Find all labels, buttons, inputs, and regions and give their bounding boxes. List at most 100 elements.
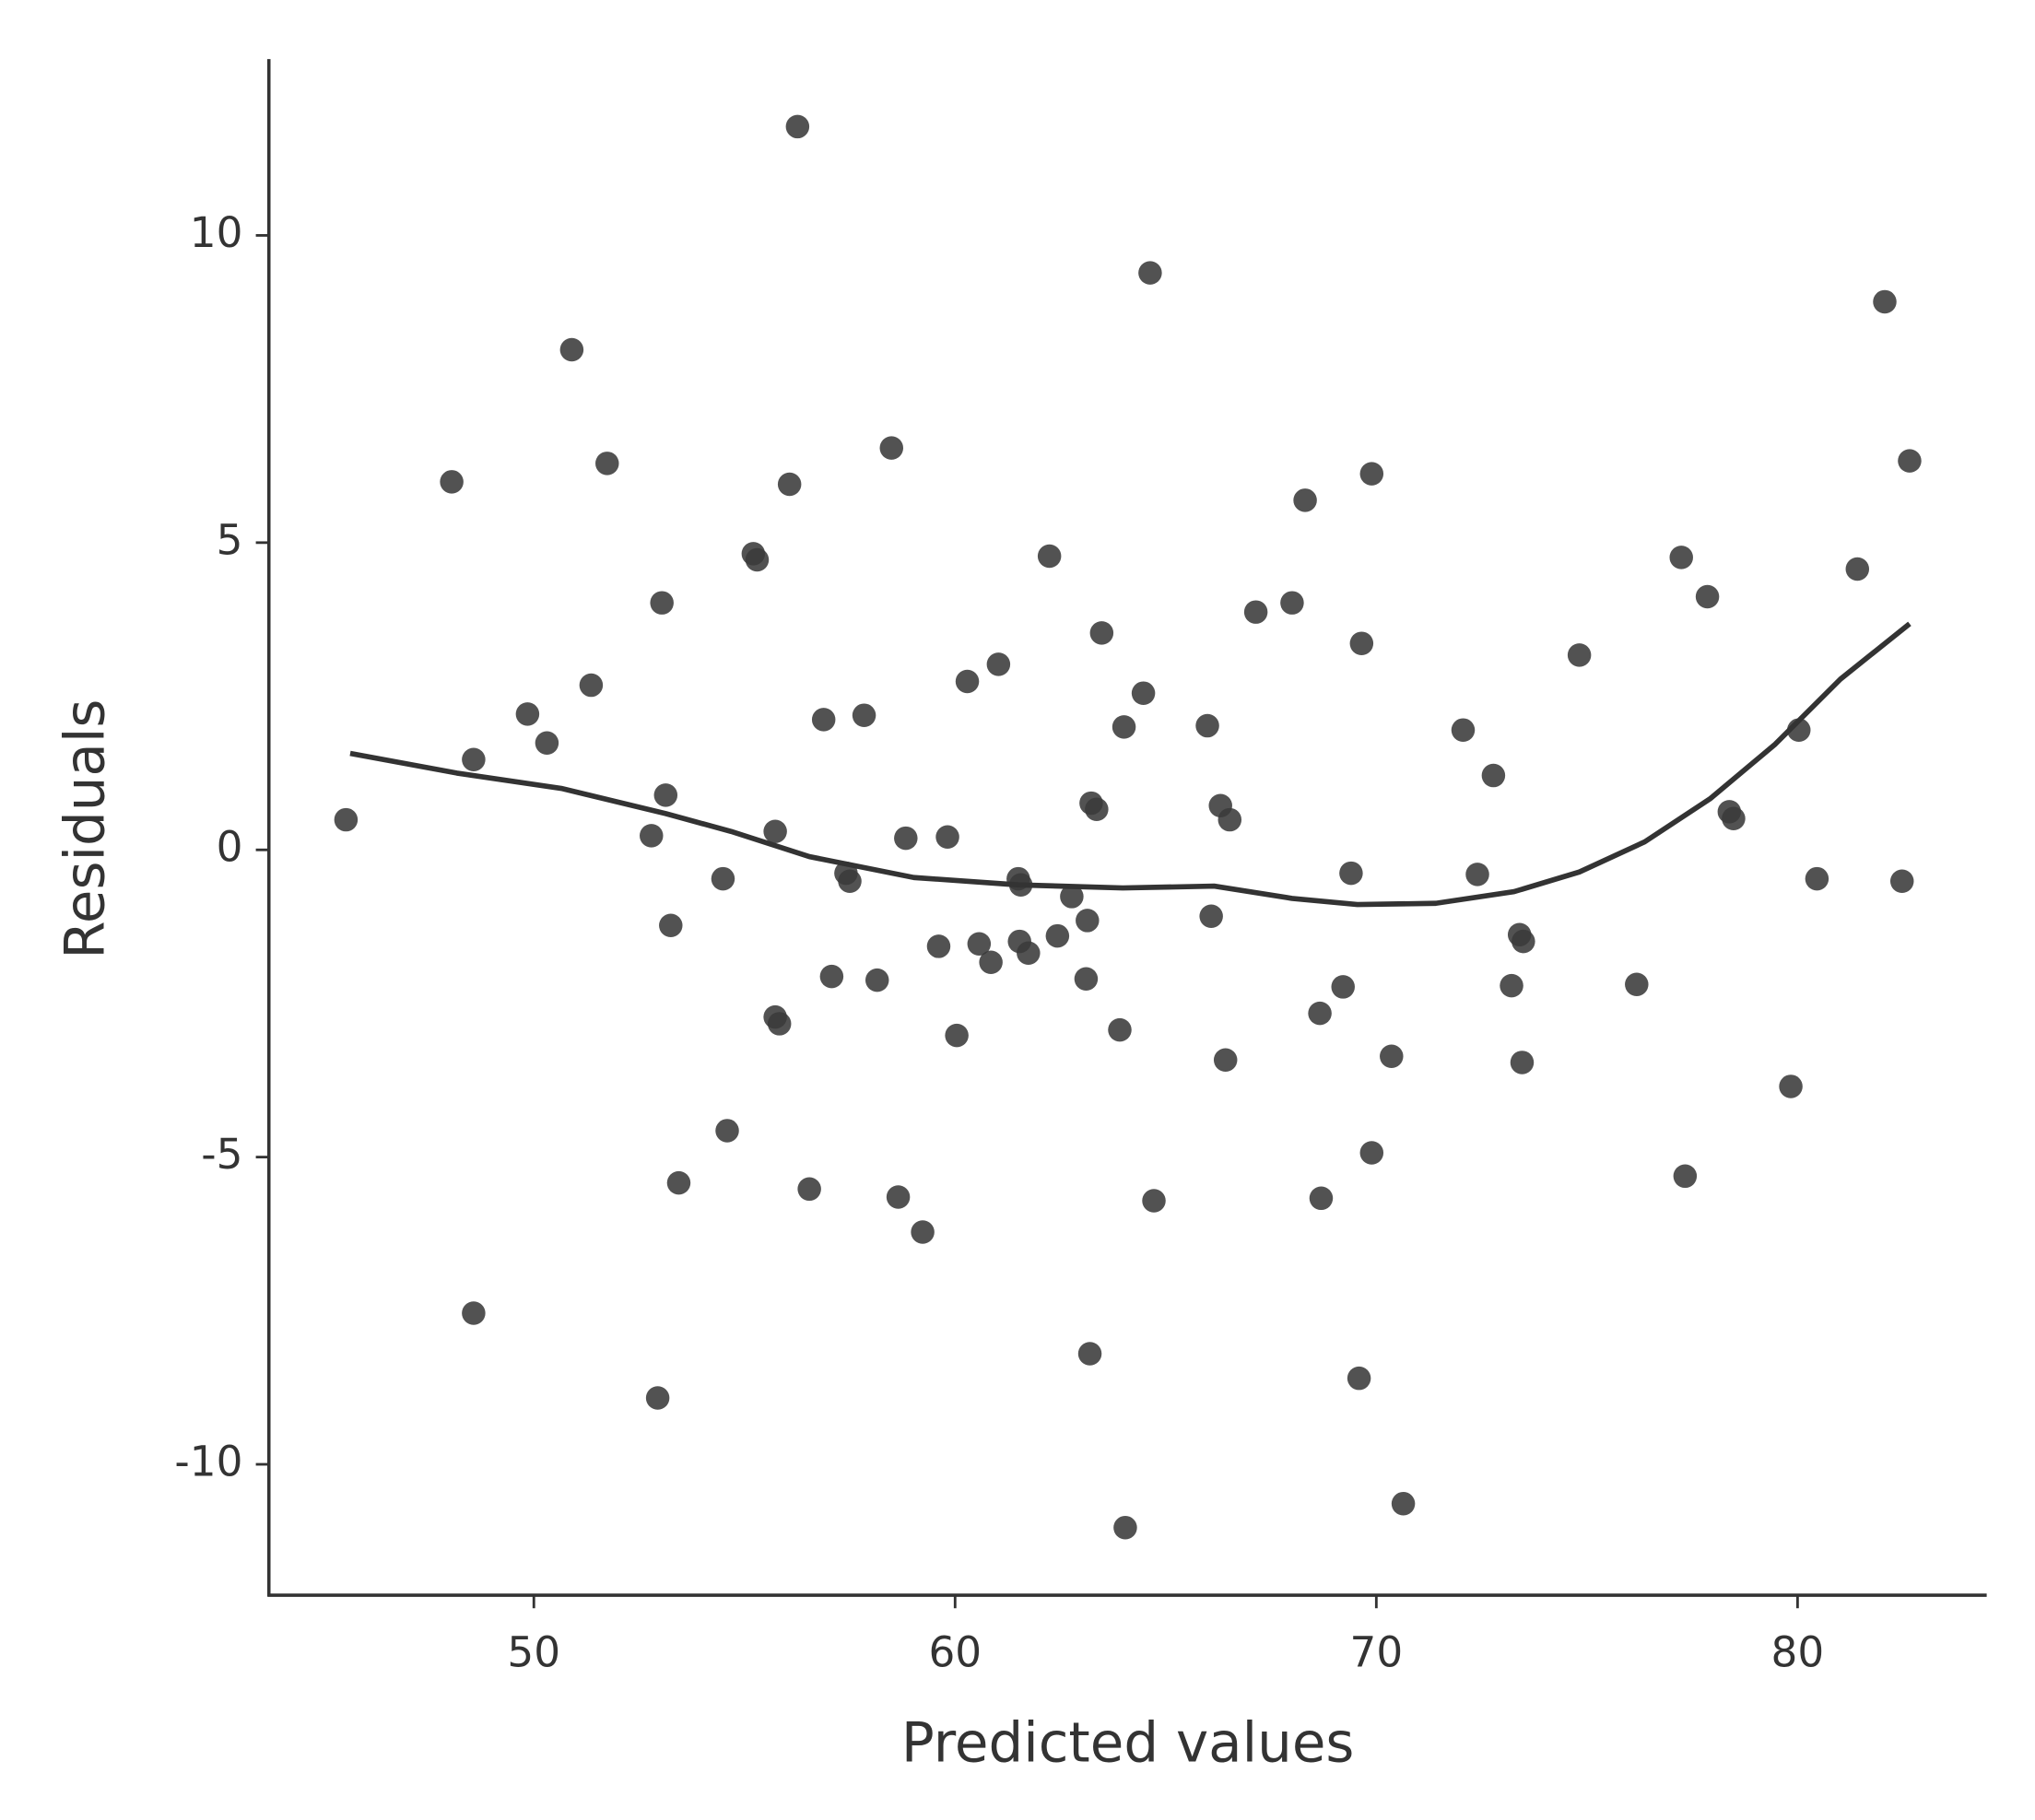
point [711,866,735,891]
point [767,1012,792,1036]
point [640,824,664,848]
point [535,731,559,755]
y-tick-label: -5 [201,1130,242,1179]
point [811,708,836,732]
y-tick-label: -10 [174,1438,242,1486]
point [1243,600,1268,624]
point [911,1220,935,1244]
point [462,1301,486,1325]
point [1142,1189,1166,1213]
point [935,825,959,849]
point [645,1386,670,1410]
point [797,1177,821,1202]
point [955,669,980,694]
point [1512,929,1535,954]
point [1510,1051,1535,1074]
point [579,673,604,698]
point [1076,909,1100,933]
point [1089,621,1114,645]
point [1108,1017,1132,1042]
x-tick-label: 60 [928,1628,982,1677]
point [945,1023,969,1048]
y-axis-title: Residuals [53,699,117,959]
point [1293,488,1317,512]
point [979,950,1003,975]
point [650,591,674,615]
point [1309,1186,1334,1211]
point [1045,923,1070,948]
point [1112,715,1136,739]
point [1074,967,1099,992]
x-tick-label: 70 [1349,1628,1403,1677]
point [1085,797,1109,821]
point [1500,973,1523,998]
point [659,913,683,937]
point [879,436,904,460]
point [763,819,787,843]
point [515,702,540,726]
point [986,652,1011,676]
point [1199,904,1223,928]
point [1845,557,1870,581]
point [785,114,810,139]
point [1359,1141,1384,1165]
y-tick-label: 10 [190,208,243,257]
point [1669,546,1693,569]
point [777,472,802,497]
point [838,869,862,893]
point [865,968,889,992]
point [1331,975,1355,999]
point [1339,861,1363,886]
point [1465,863,1489,887]
point [334,807,359,832]
point [1805,866,1829,891]
x-axis-title: Predicted values [901,1711,1354,1775]
x-tick-label: 50 [507,1628,560,1677]
point [1131,681,1156,705]
point [819,964,844,989]
point [886,1185,911,1209]
point [1889,869,1914,893]
point [1060,885,1084,909]
point [1722,806,1746,830]
point [1217,807,1242,832]
point [852,703,876,727]
point [1195,713,1219,738]
point [1779,1074,1803,1098]
point [967,932,992,957]
trend-line [349,621,1911,908]
point [1391,1491,1416,1516]
point [1138,261,1162,285]
point [1625,972,1649,997]
point [1308,1001,1332,1026]
point [1359,462,1384,486]
point [1695,584,1720,609]
point [715,1119,739,1143]
point [1451,718,1476,742]
point [462,747,486,771]
point [1349,631,1374,655]
point [1380,1044,1404,1069]
point [1567,643,1592,667]
point [595,452,619,476]
y-tick-label: 5 [217,515,243,564]
x-tick-label: 80 [1771,1628,1825,1677]
point [1481,763,1506,788]
point [1017,941,1041,966]
y-tick-label: 0 [217,823,243,872]
point [559,337,584,362]
point [1873,289,1897,314]
point [666,1170,691,1195]
point [1113,1515,1137,1540]
point [926,934,951,958]
point [1898,449,1922,473]
point [745,547,770,572]
point [1037,544,1062,569]
point [1673,1164,1698,1189]
point [653,783,678,807]
point [1077,1342,1102,1366]
point [1280,591,1304,615]
point [894,826,918,851]
